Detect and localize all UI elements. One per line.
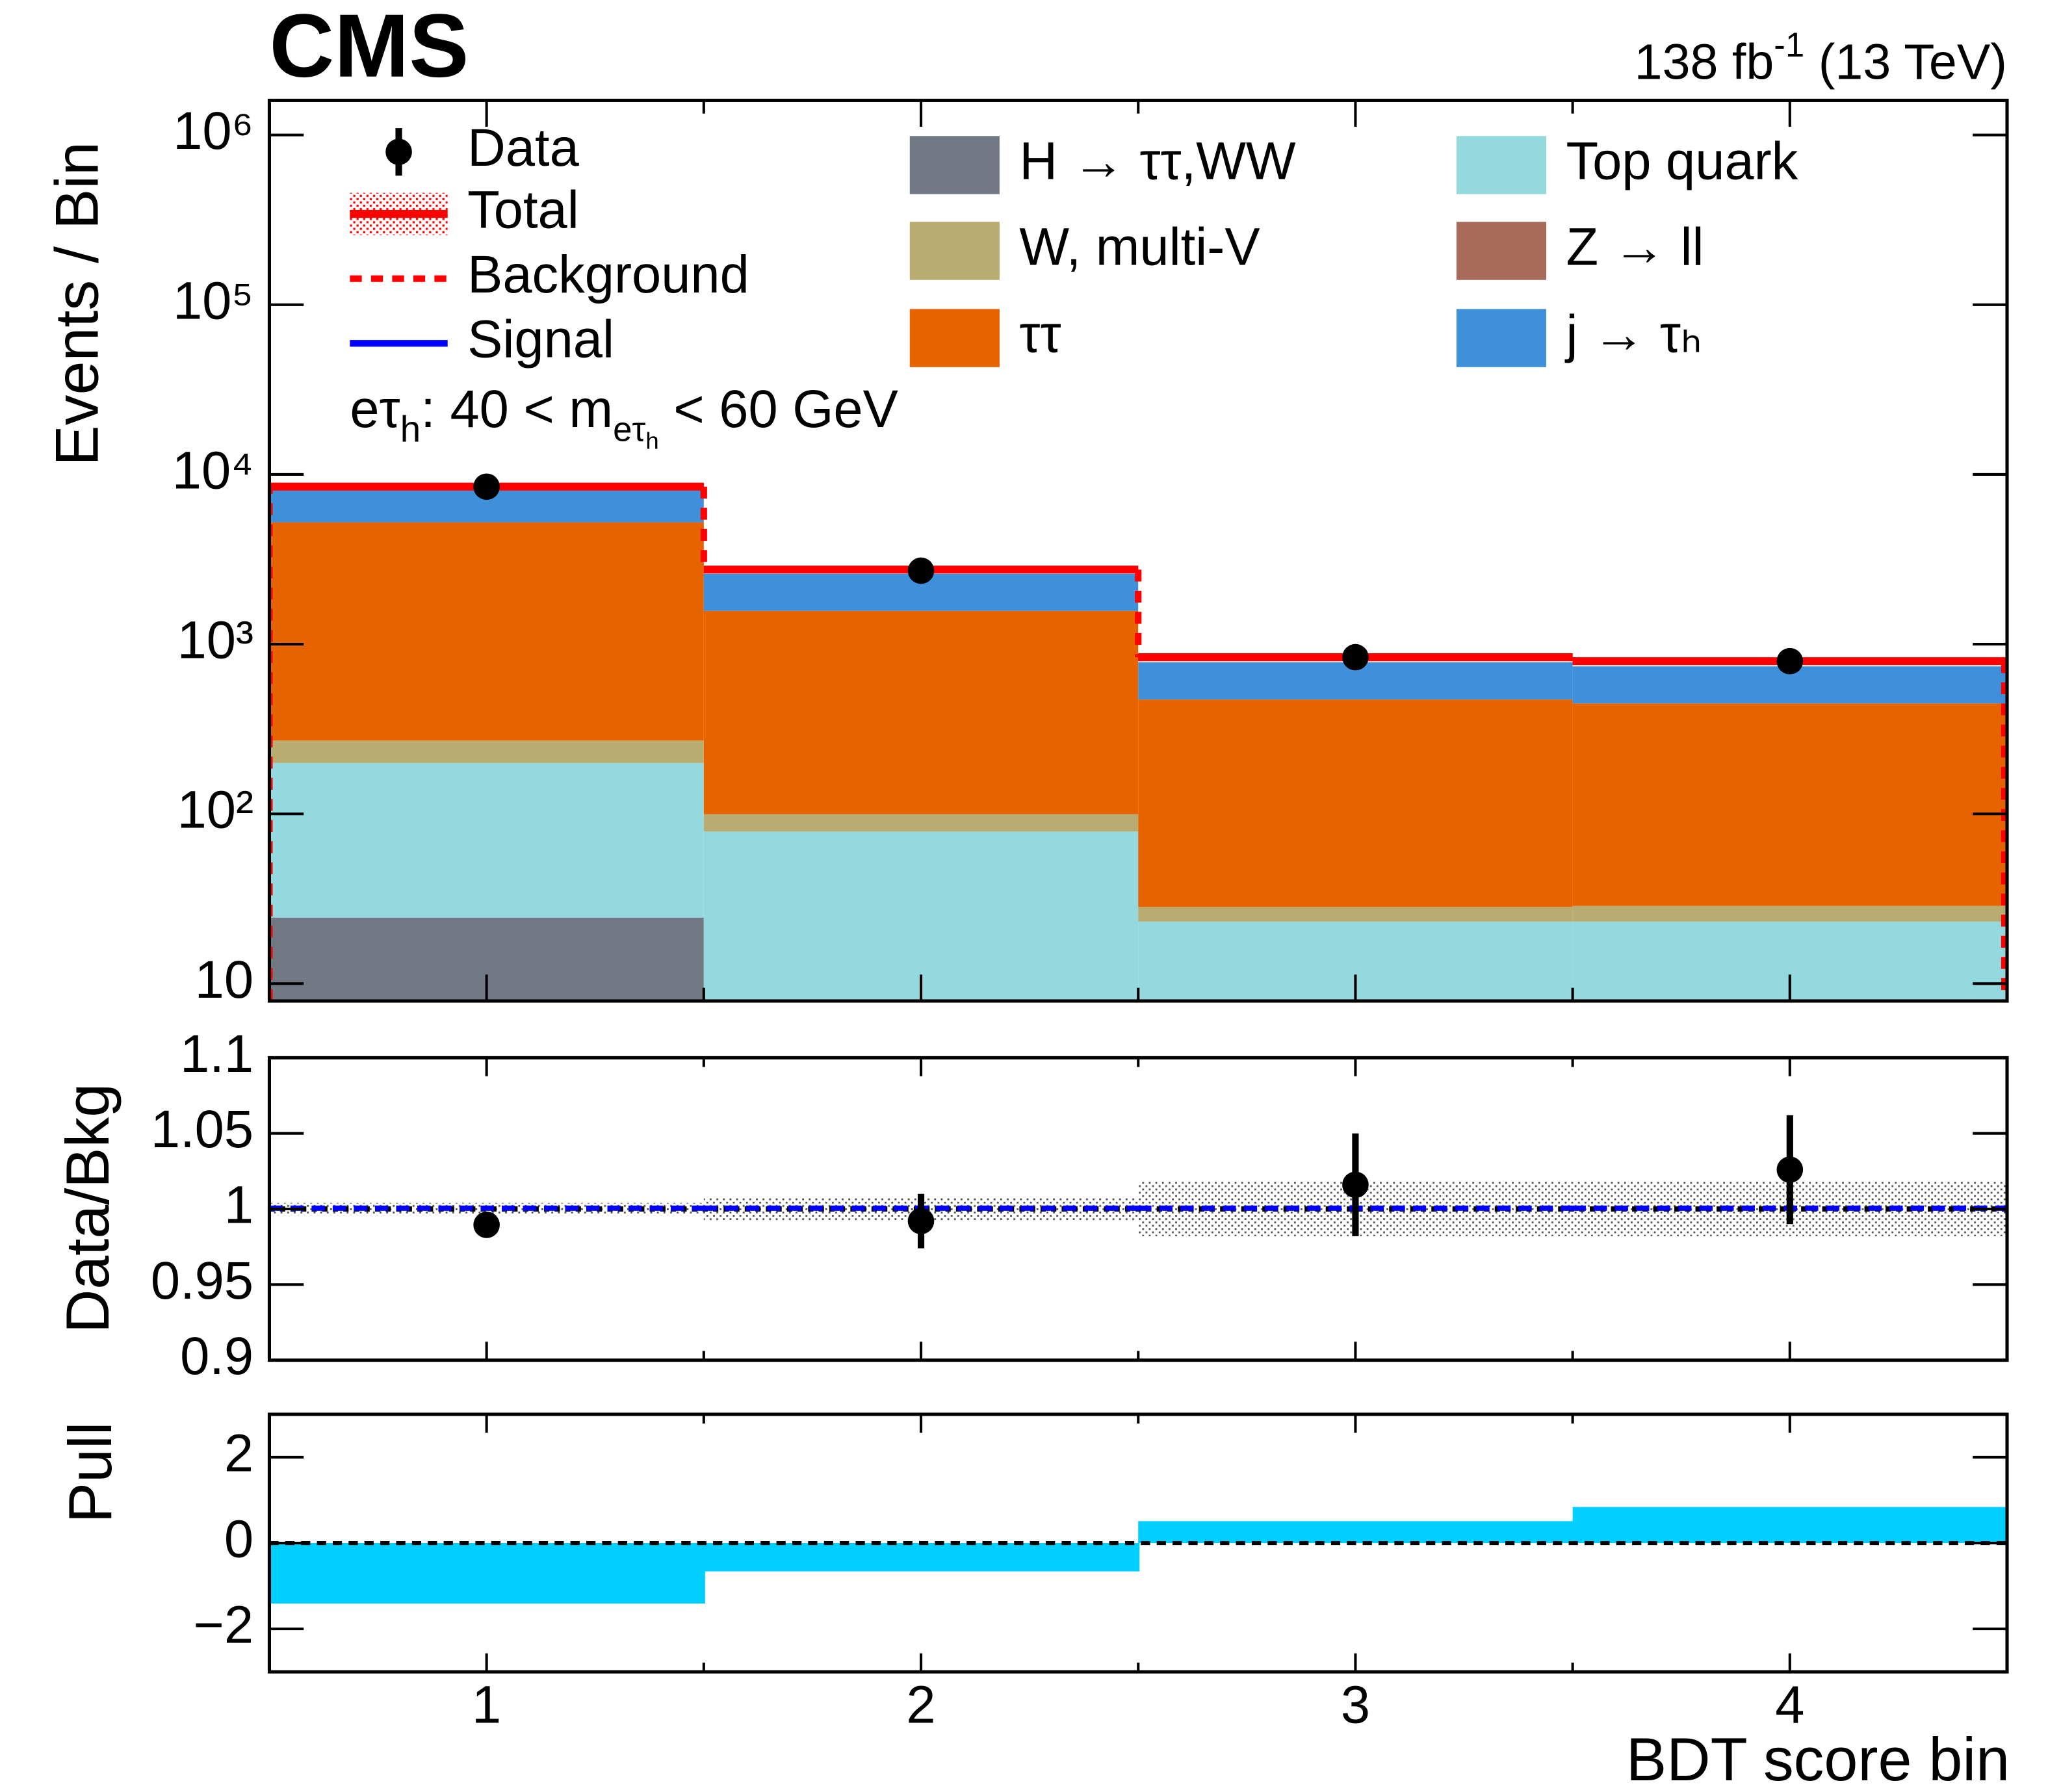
legend-swatch (909, 136, 1000, 194)
y-axis-title: Data/Bkg (53, 1084, 122, 1333)
legend-label: j → τₕ (1564, 305, 1702, 364)
stack-bar (703, 831, 1139, 1002)
cms-label: CMS (269, 0, 469, 96)
x-tick-label: 3 (1341, 1675, 1370, 1734)
plot-area (269, 1507, 2008, 1604)
y-tick-label: 1.05 (151, 1100, 253, 1159)
legend-swatch (1456, 136, 1546, 194)
data-point (907, 1208, 935, 1234)
legend-label: ττ (1019, 305, 1061, 364)
data-point (1776, 647, 1804, 675)
y-tick-label: 1.1 (180, 1024, 253, 1084)
legend-label: Background (467, 245, 749, 304)
data-point (473, 1212, 500, 1238)
x-axis-title: BDT score bin (1626, 1725, 2010, 1792)
data-point (907, 557, 935, 584)
plot-area (269, 473, 2008, 1002)
y-tick-label: 1 (224, 1175, 253, 1234)
data-point (473, 473, 500, 500)
y-tick-label: 10³ (177, 611, 253, 670)
plot-area (269, 1115, 2008, 1249)
legend-marker (385, 138, 412, 165)
annotation-sub: eτ (613, 410, 645, 448)
y-tick-label: 10⁶ (173, 101, 253, 161)
legend-swatch (909, 309, 1000, 367)
y-tick-label: −2 (193, 1596, 253, 1655)
annotation-text: < 60 GeV (659, 380, 898, 439)
y-tick-label: 0.9 (180, 1327, 253, 1386)
stack-bar (703, 814, 1139, 832)
legend-label: Signal (467, 310, 614, 369)
legend-swatch (1456, 222, 1546, 280)
legend-label: Total (467, 181, 579, 240)
legend-swatch (1456, 309, 1546, 367)
lumi-sup: -1 (1774, 26, 1804, 64)
stack-bar (703, 610, 1139, 814)
category-label: eτh: 40 < meτh < 60 GeV (350, 380, 898, 454)
x-tick-label: 4 (1775, 1675, 1804, 1734)
legend-label: H → ττ,WW (1019, 131, 1296, 190)
stack-bar (1572, 905, 2008, 922)
data-point (1342, 1171, 1369, 1199)
stack-bar (1138, 699, 1573, 907)
data-point (1342, 643, 1369, 671)
pull-bar (1572, 1507, 2008, 1544)
y-axis-title: Events / Bin (43, 142, 111, 466)
y-tick-label: 0 (224, 1509, 253, 1568)
lumi-label: 138 fb-1 (13 TeV) (1635, 26, 2007, 90)
y-tick-label: 10² (177, 781, 253, 840)
data-point (1776, 1156, 1804, 1183)
stack-bar (1138, 907, 1573, 922)
y-tick-label: 0.95 (151, 1251, 253, 1310)
stack-bar (269, 740, 704, 763)
legend-swatch (909, 222, 1000, 280)
pull-bar (1138, 1521, 1574, 1544)
y-tick-label: 10 (195, 950, 253, 1009)
annotation-text: eτ (350, 380, 400, 439)
annotation-subsub: h (645, 427, 658, 454)
legend-label: Top quark (1566, 131, 1798, 190)
pull-bar (269, 1543, 705, 1604)
lumi-text: 138 fb (1635, 34, 1774, 90)
stack-bar (269, 762, 704, 918)
pull-bar (703, 1543, 1140, 1572)
y-tick-label: 10⁵ (173, 271, 253, 330)
legend-label: W, multi-V (1019, 217, 1260, 276)
y-axis-title: Pull (56, 1422, 124, 1523)
x-tick-label: 1 (472, 1675, 501, 1734)
lumi-text: (13 TeV) (1804, 34, 2007, 90)
x-tick-label: 2 (906, 1675, 935, 1734)
legend-label: Data (467, 118, 579, 177)
y-tick-label: 2 (224, 1423, 253, 1483)
stack-bar (1572, 703, 2008, 906)
annotation-text: : 40 < m (421, 380, 613, 439)
stack-bar (269, 522, 704, 741)
y-tick-label: 10⁴ (172, 441, 253, 500)
annotation-sub: h (400, 409, 421, 450)
legend-label: Z → ll (1566, 217, 1704, 276)
